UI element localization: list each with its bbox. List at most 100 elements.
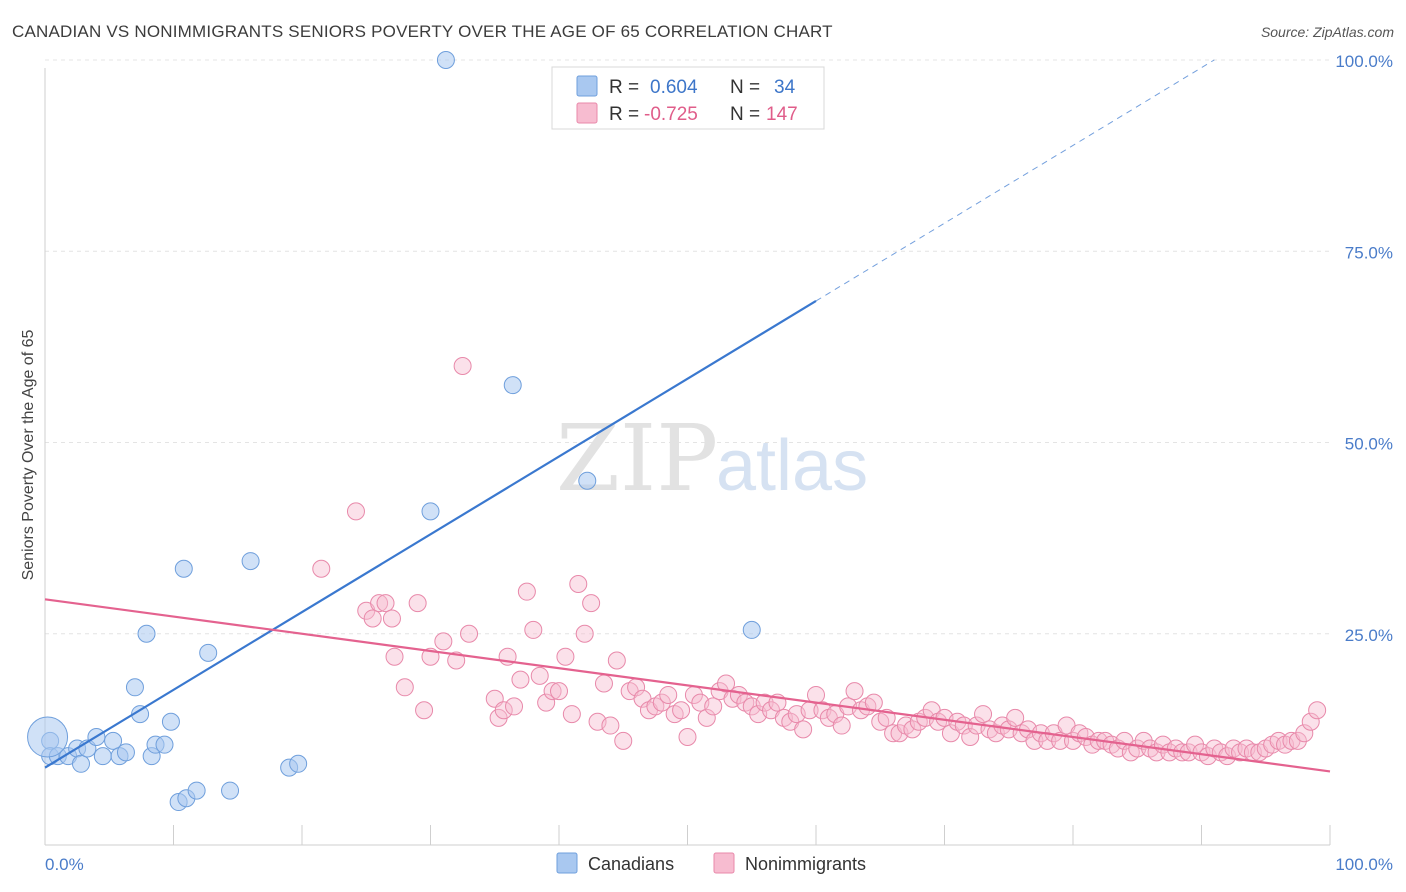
nonimmigrants-point <box>543 682 562 701</box>
legend-n-label-nonimmigrants: N = <box>730 104 760 125</box>
nonimmigrants-point <box>582 594 601 613</box>
nonimmigrants-point <box>832 716 851 735</box>
nonimmigrants-point <box>395 678 414 697</box>
legend-n-label-canadians: N = <box>730 77 760 98</box>
nonimmigrants-point <box>614 731 633 750</box>
canadians-point <box>161 712 180 731</box>
nonimmigrants-point <box>363 609 382 628</box>
nonimmigrants-point <box>524 620 543 639</box>
canadians-point <box>93 747 112 766</box>
nonimmigrants-point <box>385 647 404 666</box>
canadians-point <box>187 781 206 800</box>
nonimmigrants-point <box>1006 708 1025 727</box>
nonimmigrants-point <box>697 708 716 727</box>
nonimmigrants-point <box>594 674 613 693</box>
nonimmigrants-point <box>434 632 453 651</box>
nonimmigrants-point <box>1288 731 1307 750</box>
nonimmigrants-point <box>678 728 697 747</box>
nonimmigrants-point <box>1308 701 1327 720</box>
y-tick-label: 75.0% <box>1345 243 1393 262</box>
canadians-point <box>199 643 218 662</box>
nonimmigrants-point <box>607 651 626 670</box>
canadians-point <box>137 624 156 643</box>
y-tick-label: 50.0% <box>1345 435 1393 454</box>
canadians-point <box>174 559 193 578</box>
source-label: Source: ZipAtlas.com <box>1260 24 1394 40</box>
nonimmigrants-point <box>494 701 513 720</box>
trend-lines <box>44 59 1331 773</box>
nonimmigrants-point <box>659 685 678 704</box>
legend-n-value-canadians: 34 <box>774 77 796 98</box>
nonimmigrants-point <box>845 682 864 701</box>
nonimmigrants-point <box>704 697 723 716</box>
nonimmigrants-point <box>517 582 536 601</box>
chart-title: CANADIAN VS NONIMMIGRANTS SENIORS POVERT… <box>12 22 833 41</box>
bottom-legend-swatch-canadians <box>556 852 578 874</box>
nonimmigrants-point <box>530 666 549 685</box>
nonimmigrants-point <box>550 682 568 701</box>
watermark-zip: ZIP <box>556 405 718 512</box>
nonimmigrants-point <box>961 728 980 747</box>
nonimmigrants-point <box>601 716 620 735</box>
nonimmigrants-point <box>556 647 575 666</box>
canadians-trend-extension <box>815 59 1215 302</box>
canadians-point <box>116 743 135 762</box>
y-axis-label: Seniors Poverty Over the Age of 65 <box>20 330 37 581</box>
nonimmigrants-point <box>415 701 434 720</box>
nonimmigrants-point <box>1295 724 1314 743</box>
nonimmigrants-point <box>575 624 594 643</box>
nonimmigrants-trend-line <box>44 598 1331 773</box>
canadians-point <box>421 502 440 521</box>
bottom-legend-swatch-nonimmigrants <box>713 852 735 874</box>
legend-r-value-canadians: 0.604 <box>650 77 698 98</box>
watermark-atlas: atlas <box>716 426 868 506</box>
canadians-trend-line <box>44 300 817 769</box>
nonimmigrants-point <box>376 594 395 613</box>
stats-legend: R = 0.604 N = 34 R = -0.725 N = 147 <box>551 66 825 130</box>
nonimmigrants-point <box>974 705 993 724</box>
bottom-legend-label-canadians: Canadians <box>588 854 674 874</box>
nonimmigrants-point <box>346 502 365 521</box>
bottom-legend-label-nonimmigrants: Nonimmigrants <box>745 854 866 874</box>
legend-swatch-canadians <box>576 75 598 97</box>
canadians-point <box>241 552 260 571</box>
canadians-points <box>27 51 761 812</box>
canadians-point <box>436 51 455 69</box>
bottom-legend: Canadians Nonimmigrants <box>556 852 866 874</box>
nonimmigrants-point <box>717 674 736 693</box>
nonimmigrants-point <box>569 575 588 594</box>
canadians-point <box>71 754 90 773</box>
legend-swatch-nonimmigrants <box>576 102 598 124</box>
nonimmigrants-point <box>755 693 774 712</box>
legend-r-label-nonimmigrants: R = <box>609 104 639 125</box>
x-tick-label: 100.0% <box>1335 855 1393 874</box>
y-tick-label: 100.0% <box>1335 52 1393 71</box>
nonimmigrants-point <box>447 651 466 670</box>
nonimmigrants-point <box>562 705 581 724</box>
nonimmigrants-point <box>408 594 427 613</box>
y-tick-labels: 25.0% 50.0% 75.0% 100.0% <box>1335 52 1393 645</box>
canadians-point <box>104 731 123 750</box>
canadians-point <box>221 781 240 800</box>
canadians-point <box>125 678 144 697</box>
legend-n-value-nonimmigrants: 147 <box>766 104 798 125</box>
nonimmigrants-point <box>672 701 691 720</box>
nonimmigrants-point <box>1038 731 1057 750</box>
nonimmigrants-point <box>794 720 813 739</box>
nonimmigrants-point <box>903 720 922 739</box>
x-tick-label: 0.0% <box>45 855 84 874</box>
nonimmigrants-point <box>370 594 389 613</box>
nonimmigrants-point <box>382 609 401 628</box>
nonimmigrants-point <box>460 624 479 643</box>
nonimmigrants-point <box>453 357 472 375</box>
canadians-point <box>27 716 69 758</box>
legend-r-value-nonimmigrants: -0.725 <box>644 104 698 125</box>
canadians-point <box>289 754 308 773</box>
legend-r-label-canadians: R = <box>609 77 639 98</box>
nonimmigrants-point <box>511 670 530 689</box>
axes <box>44 68 1331 846</box>
x-tick-labels: 0.0% 100.0% <box>45 855 1393 874</box>
canadians-point <box>742 620 761 639</box>
grid-lines <box>45 59 1330 635</box>
